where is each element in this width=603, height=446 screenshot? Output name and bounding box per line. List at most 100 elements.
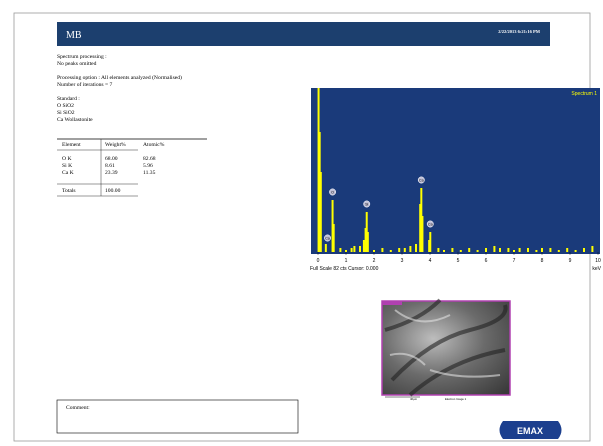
spectrum-bar <box>499 248 501 252</box>
spectrum-bar <box>324 244 327 252</box>
spectrum-footer: Full Scale 82 cts Cursor: 0.000 <box>310 266 379 272</box>
spectrum-bar <box>389 250 392 252</box>
peak-marker <box>363 200 371 208</box>
spectrum-bar <box>317 88 320 252</box>
table-cell: Si K <box>62 163 72 169</box>
header-date: 2/22/2013 6:21:16 PM <box>498 29 540 34</box>
spectrum-bar <box>557 250 560 252</box>
spectrum-bar <box>566 248 569 252</box>
spectrum-bar <box>527 248 529 252</box>
spectrum-bar <box>591 246 594 252</box>
spectrum-bar <box>493 246 496 252</box>
results-table: Element Weight% Atomic% O K 68.00 82.68 Si K 8.… <box>57 138 207 197</box>
header-title: MB <box>66 30 82 41</box>
comment-label: Comment: <box>66 405 90 411</box>
spectrum-bar <box>583 248 585 252</box>
spectrum-background <box>311 88 600 254</box>
peak-label: Ca <box>325 236 330 240</box>
spectrum-bar <box>419 204 422 252</box>
spectrum-bar <box>366 232 369 252</box>
peak-marker <box>417 176 425 184</box>
spectrum-bar <box>365 212 368 252</box>
spectrum-bar <box>403 248 406 252</box>
table-cell: 82.68 <box>143 156 156 162</box>
x-tick-label: 10 <box>595 258 601 264</box>
processing-line: No peaks omitted <box>57 61 97 67</box>
spectrum-bar <box>476 250 479 252</box>
x-tick-label: 4 <box>429 258 432 264</box>
spectrum-bar <box>373 250 375 252</box>
peak-label: Ca <box>428 222 433 226</box>
logo <box>499 421 562 439</box>
spectrum-bar <box>459 250 462 252</box>
image-title: Electron Image 1 <box>445 397 467 401</box>
table-header: Weight% <box>105 142 126 148</box>
scale-label: 40µm <box>410 397 418 401</box>
peak-label: O <box>331 190 334 194</box>
header-bar <box>57 22 550 46</box>
spectrum-bar <box>350 248 353 252</box>
x-tick-label: 9 <box>569 258 572 264</box>
table-total: 100.00 <box>105 188 121 194</box>
x-tick-label: 5 <box>457 258 460 264</box>
table-cell: 5.96 <box>143 163 153 169</box>
spectrum-bar <box>421 216 424 252</box>
spectrum-bar <box>513 250 515 252</box>
spectrum-bar <box>507 248 510 252</box>
processing-line: Si SiO2 <box>57 110 75 116</box>
spectrum-bar <box>318 132 321 252</box>
spectrum-bar <box>415 244 417 252</box>
table-cell: 23.39 <box>105 170 118 176</box>
spectrum-bar <box>353 246 356 252</box>
spectrum-bar <box>345 250 347 252</box>
spectrum-bar <box>428 240 431 252</box>
spectrum-bar <box>420 188 423 252</box>
processing-line: Number of iterations = 7 <box>57 81 113 88</box>
table-header: Element <box>62 142 81 148</box>
spectrum-bar <box>429 232 432 252</box>
comment-box <box>56 399 299 434</box>
logo-text: EMAX <box>517 426 543 436</box>
spectrum-title: Spectrum 1 <box>571 91 597 97</box>
processing-line: Processing option : All elements analyze… <box>57 74 182 81</box>
spectrum-bar <box>364 228 367 252</box>
spectrum-bar <box>319 172 322 252</box>
spectrum-bar <box>359 246 361 252</box>
spectrum-bar <box>381 248 384 252</box>
spectrum-bar <box>339 248 342 252</box>
x-tick-label: 0 <box>317 258 320 264</box>
spectrum-bar <box>451 248 454 252</box>
x-tick-label: 6 <box>485 258 488 264</box>
spectrum-bar <box>574 250 577 252</box>
spectrum-bar <box>437 248 440 252</box>
spectrum-bar <box>468 248 471 252</box>
spectrum-bar <box>362 240 365 252</box>
x-tick-label: 7 <box>513 258 516 264</box>
spectrum-bar <box>443 250 445 252</box>
table-header: Atomic% <box>143 142 165 148</box>
table-cell: 8.61 <box>105 163 115 169</box>
table-cell: Ca K <box>62 170 74 176</box>
table-cell: 68.00 <box>105 156 118 162</box>
spectrum-bar <box>409 246 412 252</box>
spectrum-bar <box>485 248 487 252</box>
spectrum-bar <box>541 248 543 252</box>
spectrum-chart: Spectrum 1 Full Scale 82 cts Cursor: 0.0… <box>310 88 602 272</box>
spectrum-bar <box>549 248 552 252</box>
peak-marker <box>329 188 337 196</box>
spectrum-unit: keV <box>592 266 601 272</box>
table-cell: O K <box>62 156 71 162</box>
electron-image: 40µm Electron Image 1 <box>381 298 511 401</box>
spectrum-bar <box>535 250 538 252</box>
peak-label: Si <box>365 202 368 206</box>
x-tick-label: 3 <box>401 258 404 264</box>
spectrum-bar <box>332 224 335 252</box>
x-tick-label: 2 <box>373 258 376 264</box>
x-tick-label: 1 <box>345 258 348 264</box>
table-cell: 11.35 <box>143 170 156 176</box>
spectrum-bar <box>518 248 521 252</box>
spectrum-bar <box>331 200 334 252</box>
processing-line: Spectrum processing : <box>57 54 107 60</box>
processing-line: Standard : <box>57 96 80 102</box>
processing-line: Ca Wollastonite <box>57 117 93 123</box>
